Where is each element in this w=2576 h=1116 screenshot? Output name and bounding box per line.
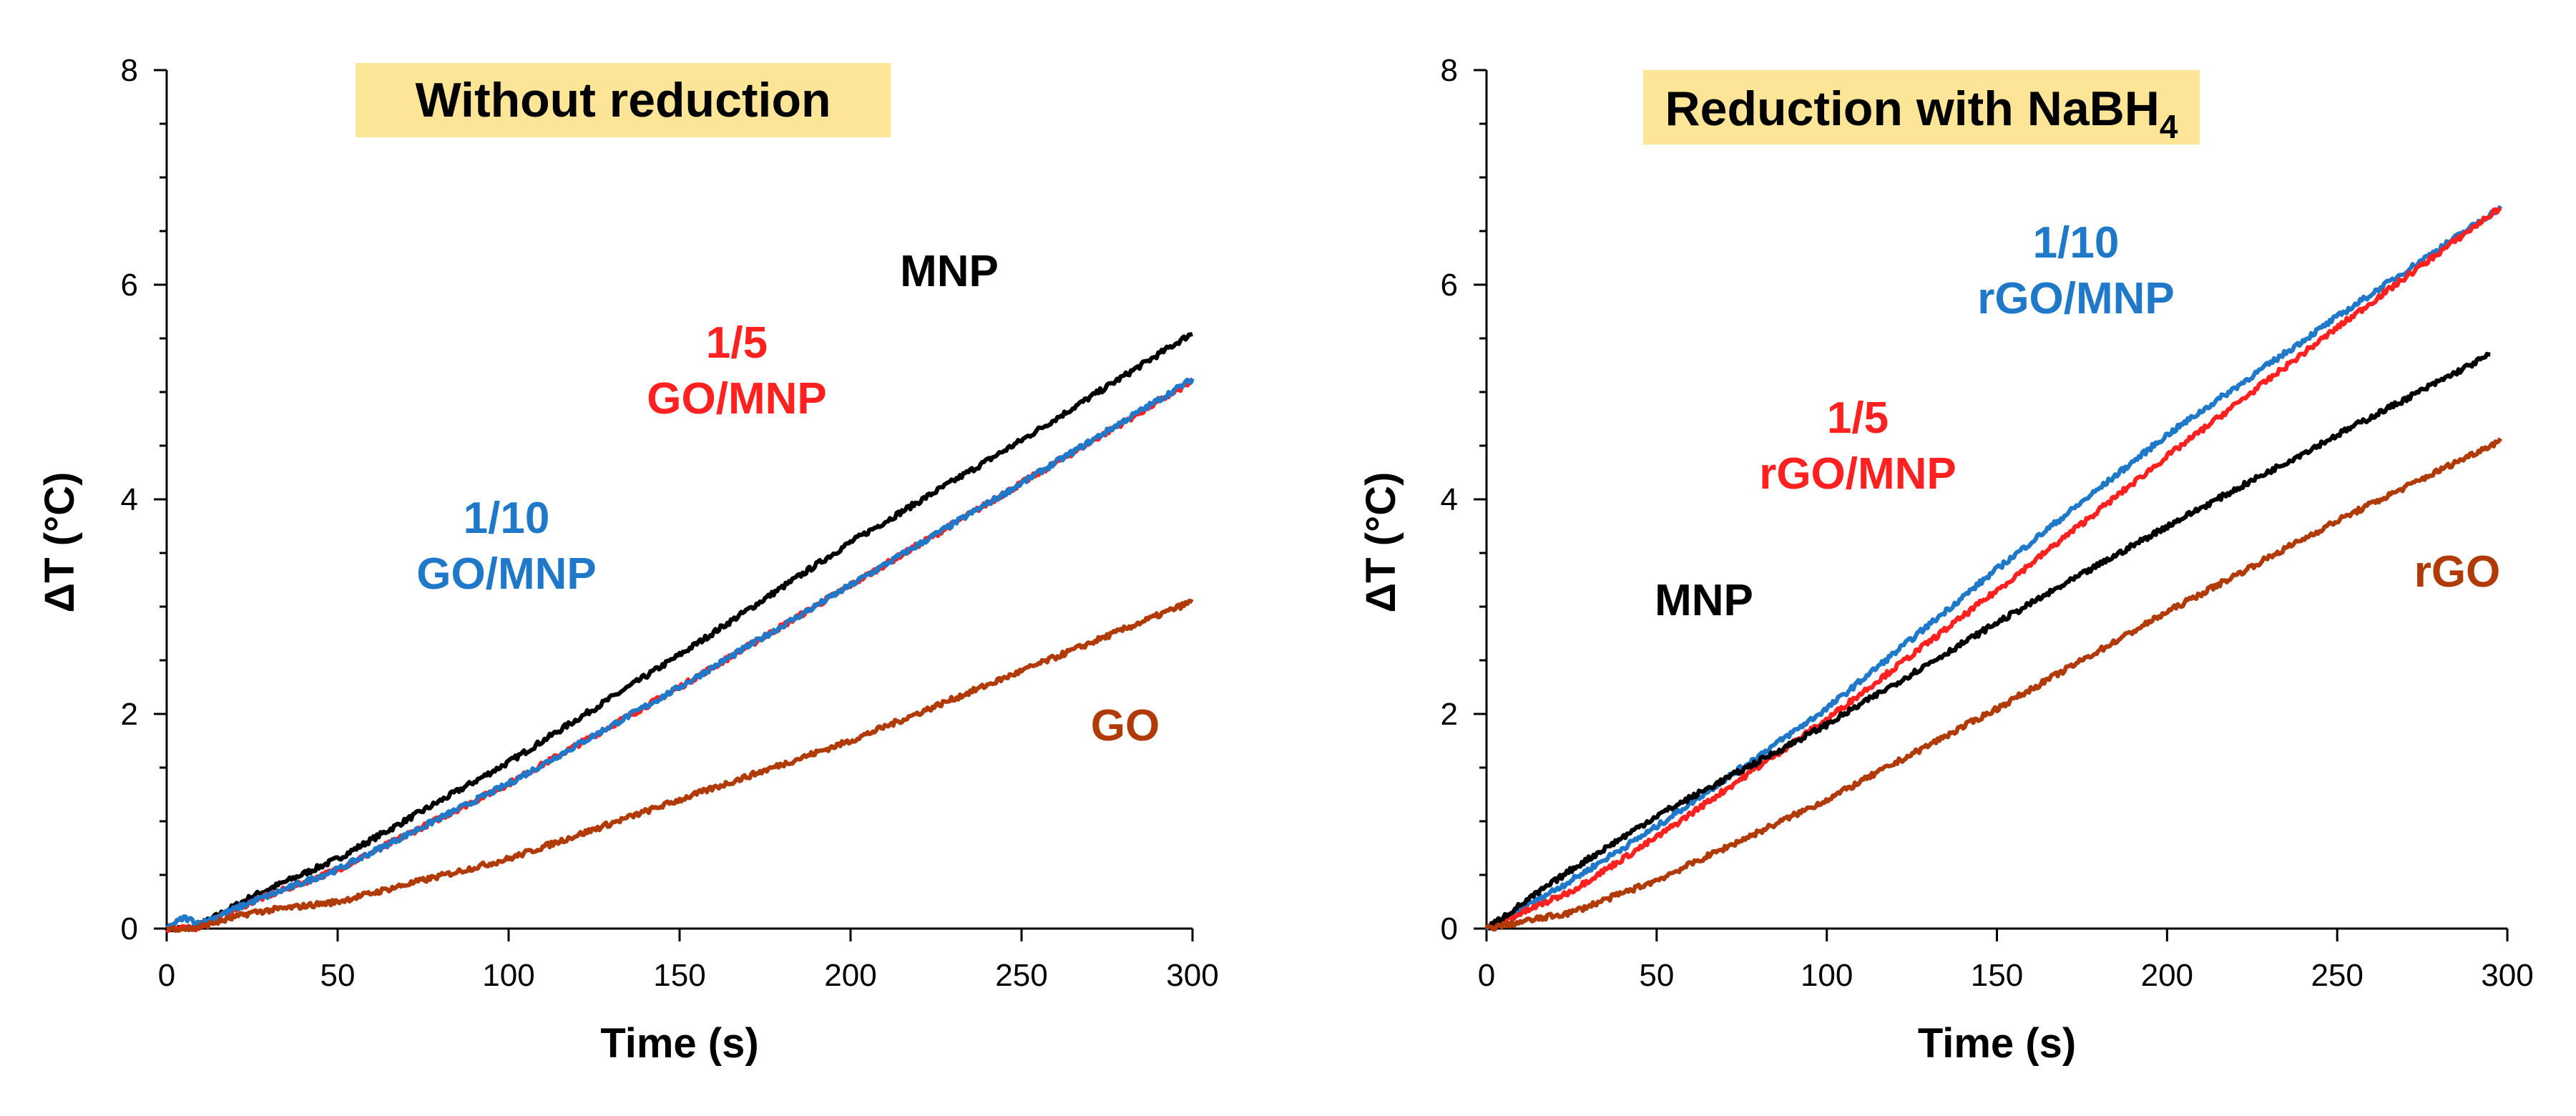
y-tick-label: 2	[121, 697, 138, 732]
series-line-1-5-rgo-mnp	[1486, 206, 2502, 931]
series-line-mnp	[1484, 351, 2491, 931]
y-tick-label: 0	[121, 911, 138, 946]
x-tick-label: 200	[2141, 958, 2193, 993]
series-label-line: rGO/MNP	[1977, 274, 2175, 323]
series-label-1-5-go-mnp: 1/5 GO/MNP	[647, 318, 826, 424]
y-tick-label: 4	[1441, 482, 1458, 517]
x-tick-label: 250	[2311, 958, 2363, 993]
series-label-line: rGO	[2414, 547, 2501, 597]
x-tick-label: 250	[995, 958, 1047, 993]
series-label-line: 1/5	[1827, 393, 1889, 443]
panel-title-box	[356, 63, 891, 137]
panel-without-reduction: 0 2 4 6 8 0 50 100 150 200 250 300 Time (s) ΔT (°C) Wi…	[36, 53, 1219, 1067]
series-label-1-10-rgo-mnp: 1/10 rGO/MNP	[1977, 218, 2175, 323]
series-label-go: GO	[1091, 701, 1160, 750]
panel-title: Reduction with NaBH4	[1665, 82, 2178, 145]
series-line-1-10-rgo-mnp	[1484, 205, 2503, 931]
series-line-1-10-go-mnp	[165, 377, 1195, 930]
y-tick-label: 6	[121, 268, 138, 303]
panel-title-subscript: 4	[2160, 108, 2178, 145]
x-tick-label: 0	[158, 958, 175, 993]
series-label-rgo: rGO	[2414, 547, 2501, 597]
x-tick-label: 0	[1478, 958, 1495, 993]
x-axis-title: Time (s)	[1918, 1020, 2076, 1067]
y-tick-label: 2	[1441, 697, 1458, 732]
y-tick-label: 8	[1441, 53, 1458, 88]
y-tick-label: 4	[121, 482, 138, 517]
series-label-1-5-rgo-mnp: 1/5 rGO/MNP	[1759, 393, 1957, 499]
panel-reduction-nabh4: 0 2 4 6 8 0 50 100 150 200 250 300 Time (s) ΔT (°C) Re…	[1358, 53, 2534, 1067]
y-axis-title: ΔT (°C)	[1358, 472, 1404, 613]
series-label-line: GO/MNP	[416, 549, 596, 599]
series-label-line: 1/5	[706, 318, 768, 368]
series-line-mnp	[165, 332, 1193, 933]
series-label-line: 1/10	[2033, 218, 2120, 268]
y-tick-label: 6	[1441, 268, 1458, 303]
x-tick-label: 100	[1801, 958, 1853, 993]
series-label-line: GO/MNP	[647, 374, 826, 424]
x-tick-label: 100	[482, 958, 534, 993]
series-label-line: GO	[1091, 701, 1160, 750]
y-axis-title: ΔT (°C)	[36, 472, 83, 613]
x-tick-label: 300	[1166, 958, 1218, 993]
series-label-line: MNP	[900, 247, 999, 296]
y-tick-label: 0	[1441, 911, 1458, 946]
series-line-go	[166, 599, 1194, 933]
series-label-line: rGO/MNP	[1759, 449, 1957, 499]
panel-title: Without reduction	[415, 73, 831, 127]
x-tick-label: 150	[1971, 958, 2023, 993]
x-tick-label: 200	[824, 958, 876, 993]
series-label-1-10-go-mnp: 1/10 GO/MNP	[416, 494, 596, 599]
series-label-mnp: MNP	[900, 247, 999, 296]
series-label-line: 1/10	[464, 494, 550, 543]
panel-title-box	[1643, 70, 2200, 145]
y-tick-label: 8	[121, 53, 138, 88]
x-tick-label: 150	[653, 958, 705, 993]
x-tick-label: 50	[1639, 958, 1674, 993]
series-line-rgo	[1484, 437, 2502, 932]
series-label-mnp: MNP	[1655, 576, 1753, 625]
series-label-line: MNP	[1655, 576, 1753, 625]
x-tick-label: 300	[2481, 958, 2533, 993]
x-axis-title: Time (s)	[600, 1020, 758, 1067]
x-tick-label: 50	[320, 958, 356, 993]
